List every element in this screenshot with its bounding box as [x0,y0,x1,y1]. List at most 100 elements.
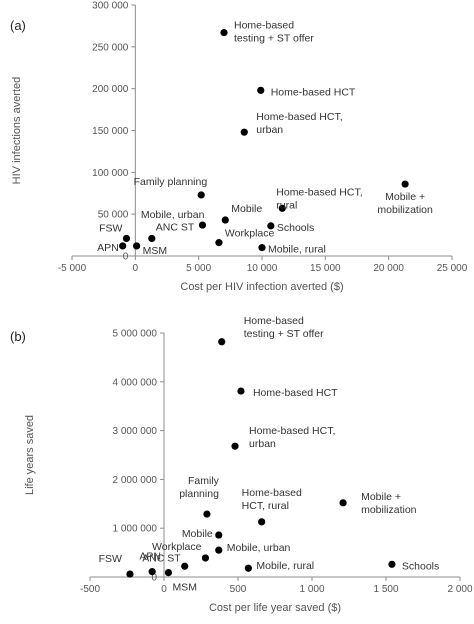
data-point-label: MSM [143,245,168,257]
data-point-label: Mobile + [361,491,401,503]
x-axis-title: Cost per HIV infection averted ($) [180,281,343,293]
x-tick-label: 0 [161,584,167,595]
data-point [148,568,156,576]
data-point-label: FSW [99,553,122,565]
data-point [388,560,396,568]
panel-a-hiv-infections-averted: (a) -5 000 0 5 000 10 000 15 000 20 000 25 000 0… [10,1,468,294]
data-point [258,518,266,526]
data-point [237,387,245,395]
data-point-label: testing + ST offer [244,328,324,340]
data-point-label: Mobile, urban [141,209,205,221]
y-tick-label: 300 000 [92,1,129,12]
x-tick-label: 0 [133,263,139,274]
data-point [164,569,173,577]
data-point-label: Home-based [242,487,302,499]
x-axis-title: Cost per life year saved ($) [209,602,341,614]
panel-label: (b) [10,329,26,344]
y-tick-label: 100 000 [92,168,129,179]
y-tick-label: 5 000 000 [113,329,158,340]
data-point-label: Schools [277,222,314,234]
data-point-label: APN [139,551,161,563]
data-point-label: APN [97,242,119,254]
data-point [198,221,207,229]
data-point [220,29,228,37]
panel-label: (a) [10,18,26,33]
y-axis-title: HIV infections averted [11,77,23,185]
data-point-label: Mobile, rural [256,560,314,572]
data-point-label: testing + ST offer [234,33,314,45]
data-point [221,216,229,224]
y-tick-label: 150 000 [92,126,129,137]
data-point-label: Home-based HCT [271,86,356,98]
data-point [244,564,252,572]
panel-b-life-years-saved: (b) -500 0 500 1 000 1 500 2 000 0 1 000 000 2 00… [10,315,473,614]
data-point [215,531,223,539]
y-tick-label: 50 000 [98,210,129,221]
y-tick-label: 200 000 [92,84,129,95]
data-point [401,180,409,188]
data-point-label: MSM [172,582,197,594]
data-point [231,442,239,450]
y-axis-title: Life years saved [24,415,36,495]
data-point-label: FSW [99,222,122,234]
data-point-label: Workplace [225,228,275,240]
data-point-label: Mobile, urban [227,542,291,554]
x-tick-label: -500 [80,584,100,595]
data-point-label: Home-based HCT, [276,186,362,198]
data-point [197,191,205,199]
x-tick-label: 10 000 [247,263,278,274]
x-tick-label: 1 500 [373,584,398,595]
data-point-label: Family [188,475,220,487]
data-point [257,86,265,94]
x-tick-label: 500 [230,584,247,595]
data-point-label: Home-based [234,20,294,32]
data-point-label: rural [276,199,297,211]
y-tick-label: 250 000 [92,42,129,53]
data-point-label: Family planning [134,176,208,188]
data-point-label: Mobile + [385,191,425,203]
data-point [258,244,266,252]
data-point [215,546,223,554]
data-point-label: Mobile [182,528,213,540]
y-tick-label: 3 000 000 [113,426,158,437]
y-tick-label: 2 000 000 [113,475,158,486]
data-point-label: urban [256,124,283,136]
data-point [203,510,211,518]
x-tick-label: 5 000 [186,263,211,274]
data-point-label: urban [249,438,276,450]
x-tick-label: 25 000 [437,263,468,274]
data-point-label: Home-based HCT, [249,425,335,437]
data-point [240,128,248,136]
y-tick-label: 0 [123,252,129,263]
y-tick-label: 0 [151,573,157,584]
x-tick-label: 1 000 [299,584,324,595]
data-point-label: Home-based [244,315,304,327]
data-point [181,562,189,570]
x-tick-label: -5 000 [58,263,87,274]
data-point [119,242,127,250]
data-point [215,239,223,247]
data-point-label: mobilization [377,204,433,216]
x-tick-label: 20 000 [373,263,404,274]
data-point [218,338,226,346]
data-point-label: mobilization [361,504,417,516]
x-tick-label: 15 000 [310,263,341,274]
data-point-label: ANC ST [142,552,181,564]
data-point-label: Schools [402,560,439,572]
data-point [126,570,134,578]
data-point [267,222,275,230]
data-point-label: Mobile, rural [268,244,326,256]
data-point-label: Mobile [231,203,262,215]
data-point-label: ANC ST [156,221,195,233]
data-point [339,499,347,507]
data-point [122,234,131,243]
data-point-label: Workplace [152,541,202,553]
data-point-label: HCT, rural [242,500,289,512]
data-point [278,204,286,212]
data-point [148,234,156,243]
y-tick-label: 4 000 000 [113,377,158,388]
x-tick-label: 2 000 [447,584,472,595]
y-tick-label: 1 000 000 [113,524,158,535]
data-point-label: planning [179,488,219,500]
